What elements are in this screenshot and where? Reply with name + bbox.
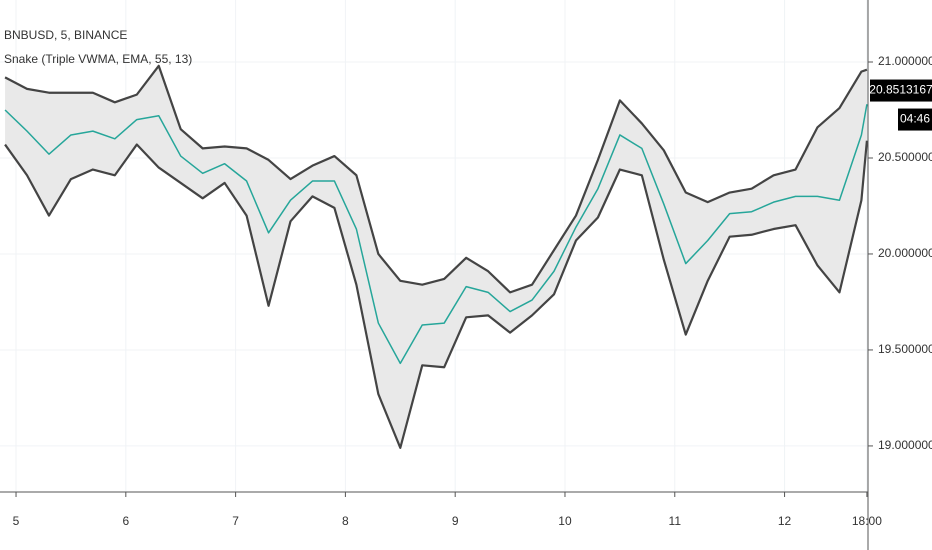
x-tick-label: 11 — [669, 514, 682, 528]
x-tick-label: 9 — [452, 514, 459, 528]
indicator-label: Snake (Triple VWMA, EMA, 55, 13) — [4, 52, 192, 66]
series-line — [4, 104, 868, 365]
price-label: 20.8513167 — [869, 83, 932, 97]
x-tick-label: 10 — [558, 514, 572, 528]
series-line — [4, 64, 868, 294]
y-tick-label: 19.0000000 — [878, 438, 932, 452]
x-tick-label: 6 — [122, 514, 129, 528]
x-tick-label: 8 — [342, 514, 349, 528]
x-tick-label: 5 — [13, 514, 20, 528]
band-fill — [5, 65, 867, 448]
countdown-label: 04:46 — [900, 112, 930, 126]
y-tick-label: 19.5000000 — [878, 342, 932, 356]
y-tick-label: 21.0000000 — [878, 54, 932, 68]
x-tick-label: 18:00 — [852, 514, 882, 528]
price-label-box — [870, 79, 932, 102]
x-tick-label: 7 — [232, 514, 239, 528]
x-tick-label: 12 — [778, 514, 792, 528]
y-tick-label: 20.0000000 — [878, 246, 932, 260]
symbol-label: BNBUSD, 5, BINANCE — [4, 28, 127, 42]
series-line — [4, 140, 868, 449]
countdown-box — [898, 108, 932, 131]
y-tick-label: 20.5000000 — [878, 150, 932, 164]
